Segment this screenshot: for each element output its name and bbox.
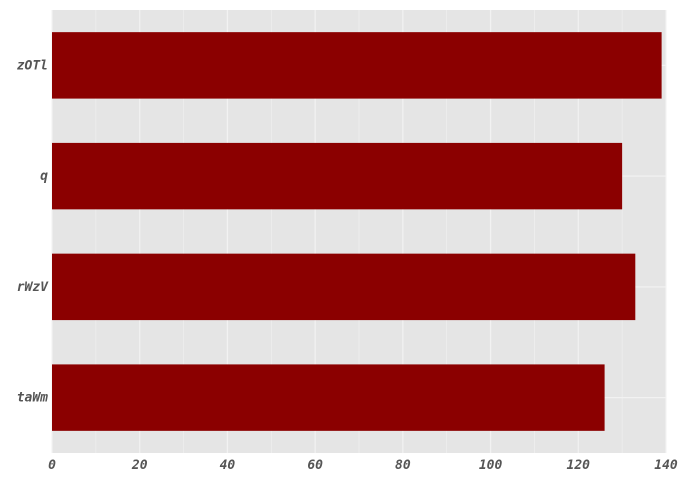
bar-q: [52, 142, 623, 210]
y-category-label: zOTl: [17, 58, 48, 73]
x-axis-ticks: 0 20 40 60 80 100 120 140: [48, 458, 678, 473]
x-tick-label: 60: [307, 458, 323, 473]
bars: [52, 32, 662, 431]
x-tick-label: 140: [654, 458, 678, 473]
y-category-label: rWzV: [17, 280, 49, 295]
x-tick-label: 20: [131, 458, 148, 473]
x-tick-label: 100: [479, 458, 503, 473]
y-axis-categories: zOTl q rWzV taWm: [17, 58, 49, 405]
bar-zOTl: [52, 32, 662, 99]
y-category-label: taWm: [17, 391, 48, 406]
y-category-label: q: [40, 169, 48, 184]
x-tick-label: 80: [395, 458, 411, 473]
x-tick-label: 120: [567, 458, 591, 473]
bar-taWm: [52, 364, 605, 431]
bar-rWzV: [52, 253, 636, 321]
x-tick-label: 40: [220, 458, 236, 473]
x-tick-label: 0: [48, 458, 56, 473]
